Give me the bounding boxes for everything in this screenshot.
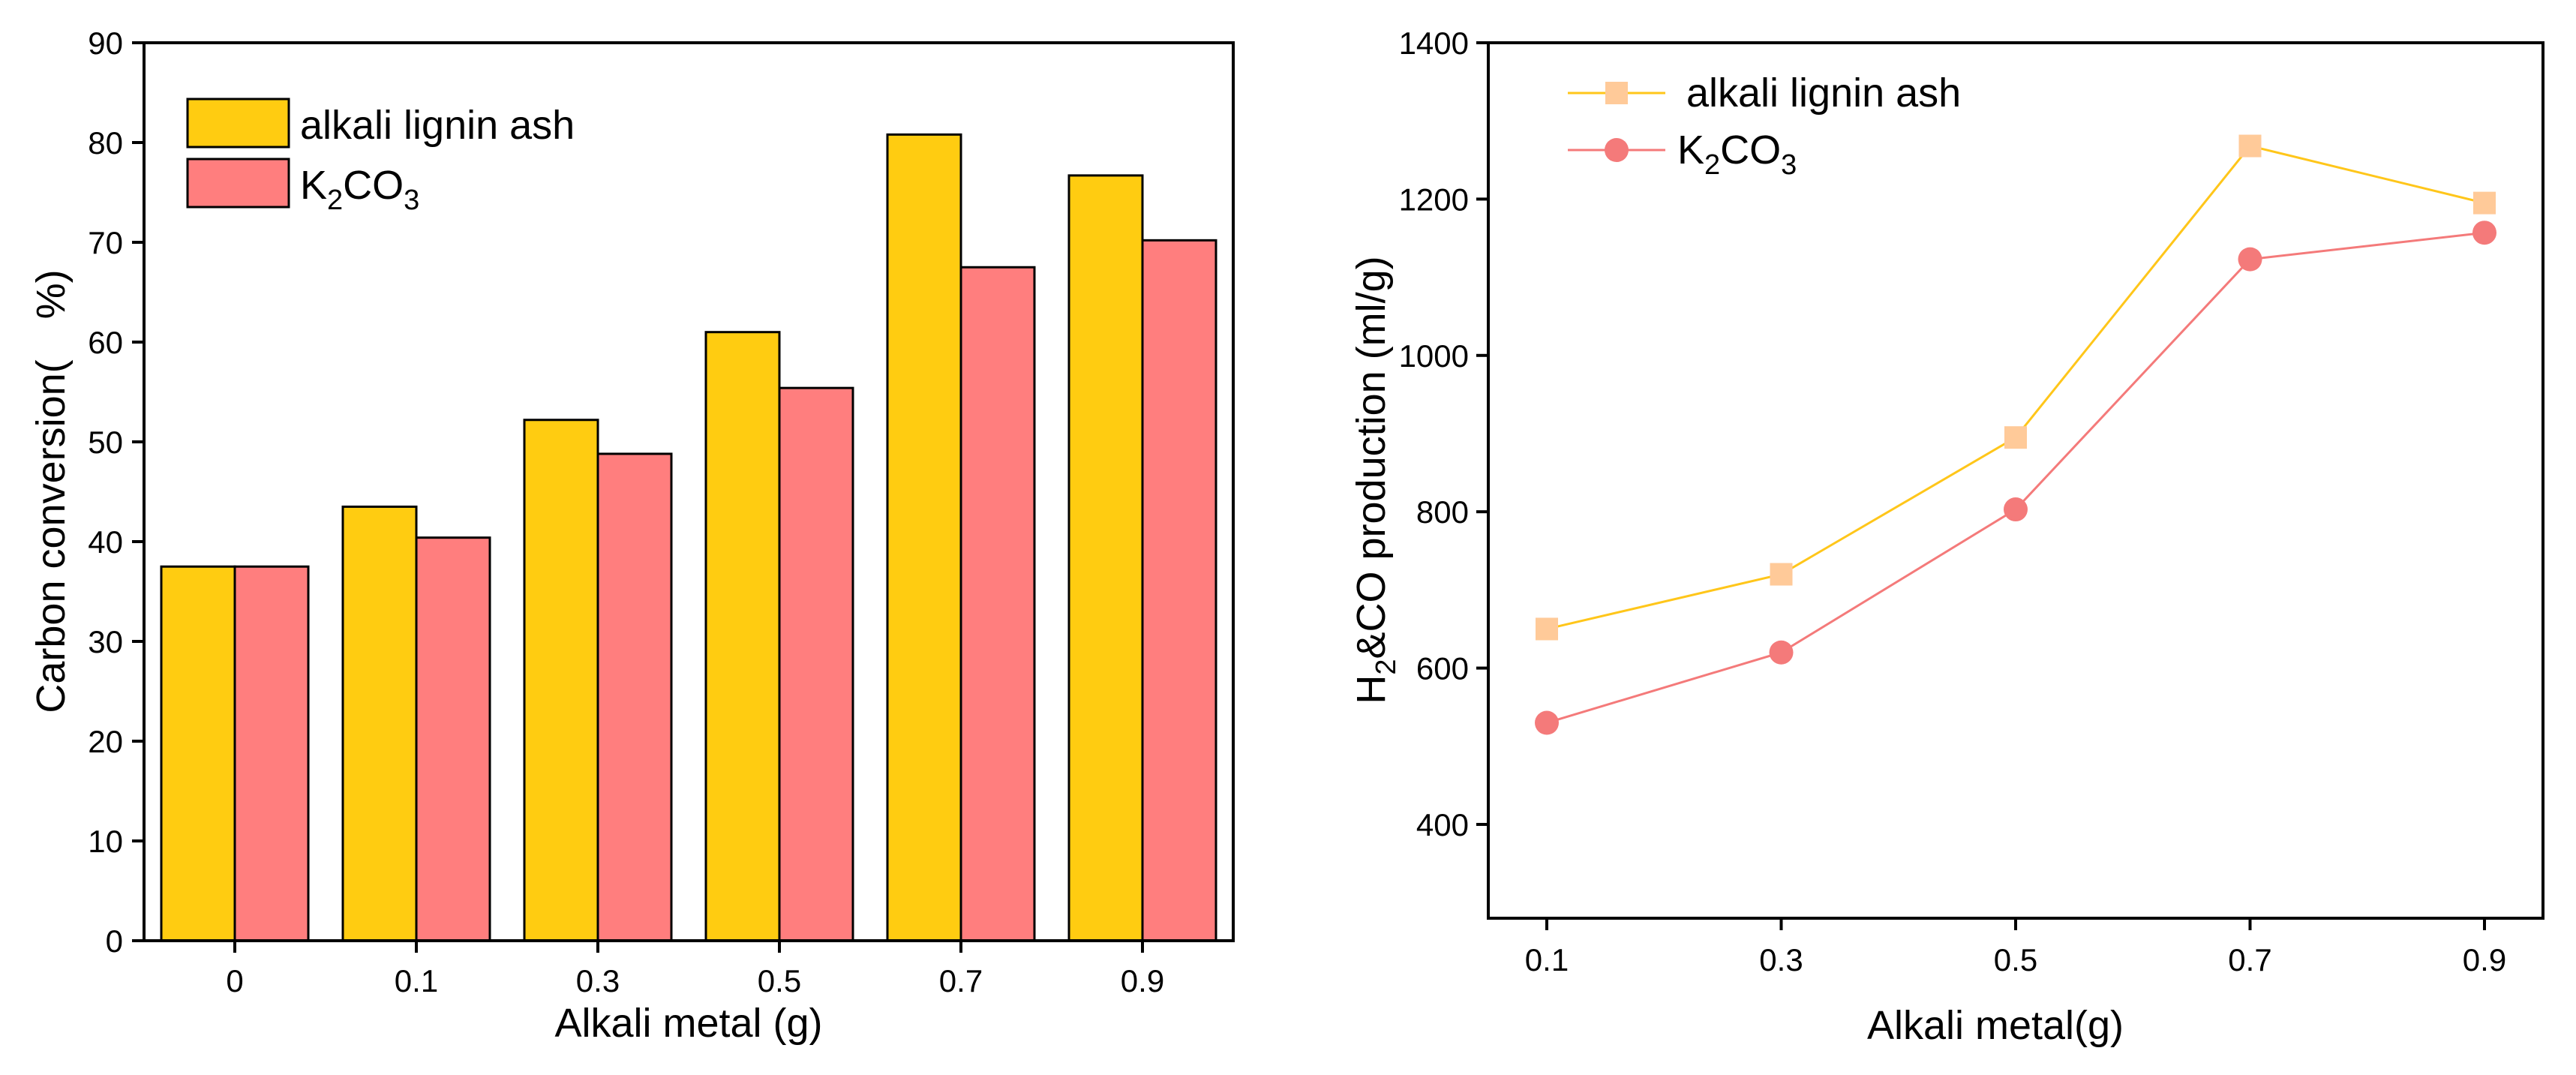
bar-legend-label-k2co3: K2CO3 (300, 163, 419, 216)
line-plot-frame (1487, 41, 2544, 920)
bar-y-tick-label: 90 (88, 26, 123, 61)
line-x-tick-label: 0.5 (1994, 942, 2037, 977)
bar-series (160, 133, 1217, 942)
line-x-tick-label: 0.1 (1525, 942, 1569, 977)
bar-plot-frame (143, 41, 1235, 942)
bar-y-tick-label: 0 (106, 923, 123, 959)
line-alkali-lignin-ash (1546, 144, 2485, 630)
point-k2co3-0.1 (1535, 710, 1559, 735)
bar-y-tick-label: 50 (88, 425, 123, 460)
bar-legend-swatch-k2co3 (186, 158, 290, 209)
bar-y-tick-label: 10 (88, 824, 123, 859)
line-legend-sub-3: 3 (1781, 149, 1797, 181)
bar-legend-swatch-alkali-lignin-ash (186, 98, 290, 149)
line-y-axis-label: H2&CO production (ml/g) (1349, 256, 1402, 704)
line-legend-label-alkali-lignin-ash: alkali lignin ash (1686, 71, 1961, 116)
line-y-tick-label: 400 (1416, 807, 1469, 842)
bar-x-axis-ticks: 0 0.1 0.3 0.5 0.7 0.9 (226, 941, 1164, 998)
bar-x-tick-label: 0.3 (576, 963, 620, 998)
bar-alkali-lignin-ash-0.7 (886, 133, 962, 942)
bar-y-tick-label: 40 (88, 524, 123, 560)
bar-k2co3-0.7 (959, 266, 1036, 942)
bar-k2co3-0.5 (778, 386, 854, 942)
point-alkali-lignin-ash-0.5 (2004, 426, 2027, 449)
bar-y-tick-label: 80 (88, 125, 123, 161)
bar-k2co3-0.9 (1141, 239, 1217, 942)
line-x-tick-label: 0.9 (2463, 942, 2506, 977)
point-alkali-lignin-ash-0.1 (1536, 617, 1558, 641)
bar-alkali-lignin-ash-0.9 (1067, 174, 1144, 942)
bar-k2co3-0.3 (596, 452, 673, 942)
line-y-tick-label: 1200 (1399, 182, 1469, 217)
point-alkali-lignin-ash-0.9 (2473, 191, 2496, 215)
bar-k2co3-0.1 (415, 536, 491, 942)
line-x-axis-label: Alkali metal(g) (1867, 1003, 2124, 1048)
bar-y-tick-label: 70 (88, 225, 123, 260)
line-y-label-rest: &CO production (ml/g) (1349, 256, 1394, 659)
line-y-tick-label: 800 (1416, 494, 1469, 530)
bar-y-tick-label: 20 (88, 724, 123, 759)
point-alkali-lignin-ash-0.3 (1770, 563, 1793, 586)
bar-legend-label-alkali-lignin-ash: alkali lignin ash (300, 103, 575, 148)
line-legend-k: K (1677, 128, 1704, 173)
point-k2co3-0.5 (2004, 497, 2028, 522)
line-y-tick-label: 1000 (1399, 338, 1469, 374)
line-legend-sub-2: 2 (1704, 149, 1720, 181)
bar-alkali-lignin-ash-0.3 (523, 419, 599, 942)
bar-x-tick-label: 0.9 (1121, 963, 1164, 998)
bar-legend-k: K (300, 163, 327, 208)
bar-chart: 0 10 20 30 40 50 60 70 80 90 0 0.1 0.3 0.5 0.7 0.9 alk… (29, 26, 1235, 1046)
bar-legend-sub-2: 2 (327, 185, 343, 216)
bar-legend-co: CO (343, 163, 404, 208)
bar-y-axis-label: Carbon conversion( %) (29, 269, 74, 713)
bar-k2co3-0 (233, 565, 310, 942)
bar-x-tick-label: 0 (226, 963, 243, 998)
line-chart: 400 600 800 1000 1200 1400 0.1 0.3 0.5 0.7 0.9 al… (1349, 26, 2544, 1048)
line-y-tick-label: 600 (1416, 651, 1469, 686)
line-x-tick-label: 0.7 (2228, 942, 2271, 977)
point-k2co3-0.3 (1769, 640, 1794, 665)
line-x-axis-ticks: 0.1 0.3 0.5 0.7 0.9 (1525, 918, 2506, 977)
point-alkali-lignin-ash-0.7 (2238, 134, 2262, 158)
line-y-tick-label: 1400 (1399, 26, 1469, 61)
line-k2co3 (1546, 231, 2485, 724)
bar-alkali-lignin-ash-0 (160, 565, 236, 942)
bar-legend: alkali lignin ash K2CO3 (186, 98, 575, 216)
line-x-tick-label: 0.3 (1759, 942, 1803, 977)
bar-alkali-lignin-ash-0.1 (341, 505, 418, 942)
bar-y-axis-ticks: 0 10 20 30 40 50 60 70 80 90 (88, 26, 144, 959)
bar-x-tick-label: 0.5 (758, 963, 801, 998)
point-k2co3-0.7 (2238, 247, 2262, 272)
line-series (1535, 134, 2496, 735)
bar-y-tick-label: 60 (88, 325, 123, 360)
bar-y-tick-label: 30 (88, 624, 123, 659)
line-legend-label-k2co3: K2CO3 (1677, 128, 1797, 181)
line-legend-marker-square (1605, 82, 1628, 104)
line-legend: alkali lignin ash K2CO3 (1568, 71, 1961, 181)
bar-x-axis-label: Alkali metal (g) (554, 1001, 822, 1046)
line-legend-marker-circle (1605, 138, 1629, 162)
bar-x-tick-label: 0.7 (939, 963, 983, 998)
line-y-axis-ticks: 400 600 800 1000 1200 1400 (1399, 26, 1488, 842)
bar-legend-sub-3: 3 (404, 185, 419, 216)
line-legend-co: CO (1720, 128, 1781, 173)
bar-x-tick-label: 0.1 (395, 963, 438, 998)
point-k2co3-0.9 (2472, 221, 2496, 245)
line-y-label-sub-2: 2 (1371, 659, 1402, 675)
bar-alkali-lignin-ash-0.5 (704, 331, 781, 942)
line-y-label-h: H (1349, 675, 1394, 704)
